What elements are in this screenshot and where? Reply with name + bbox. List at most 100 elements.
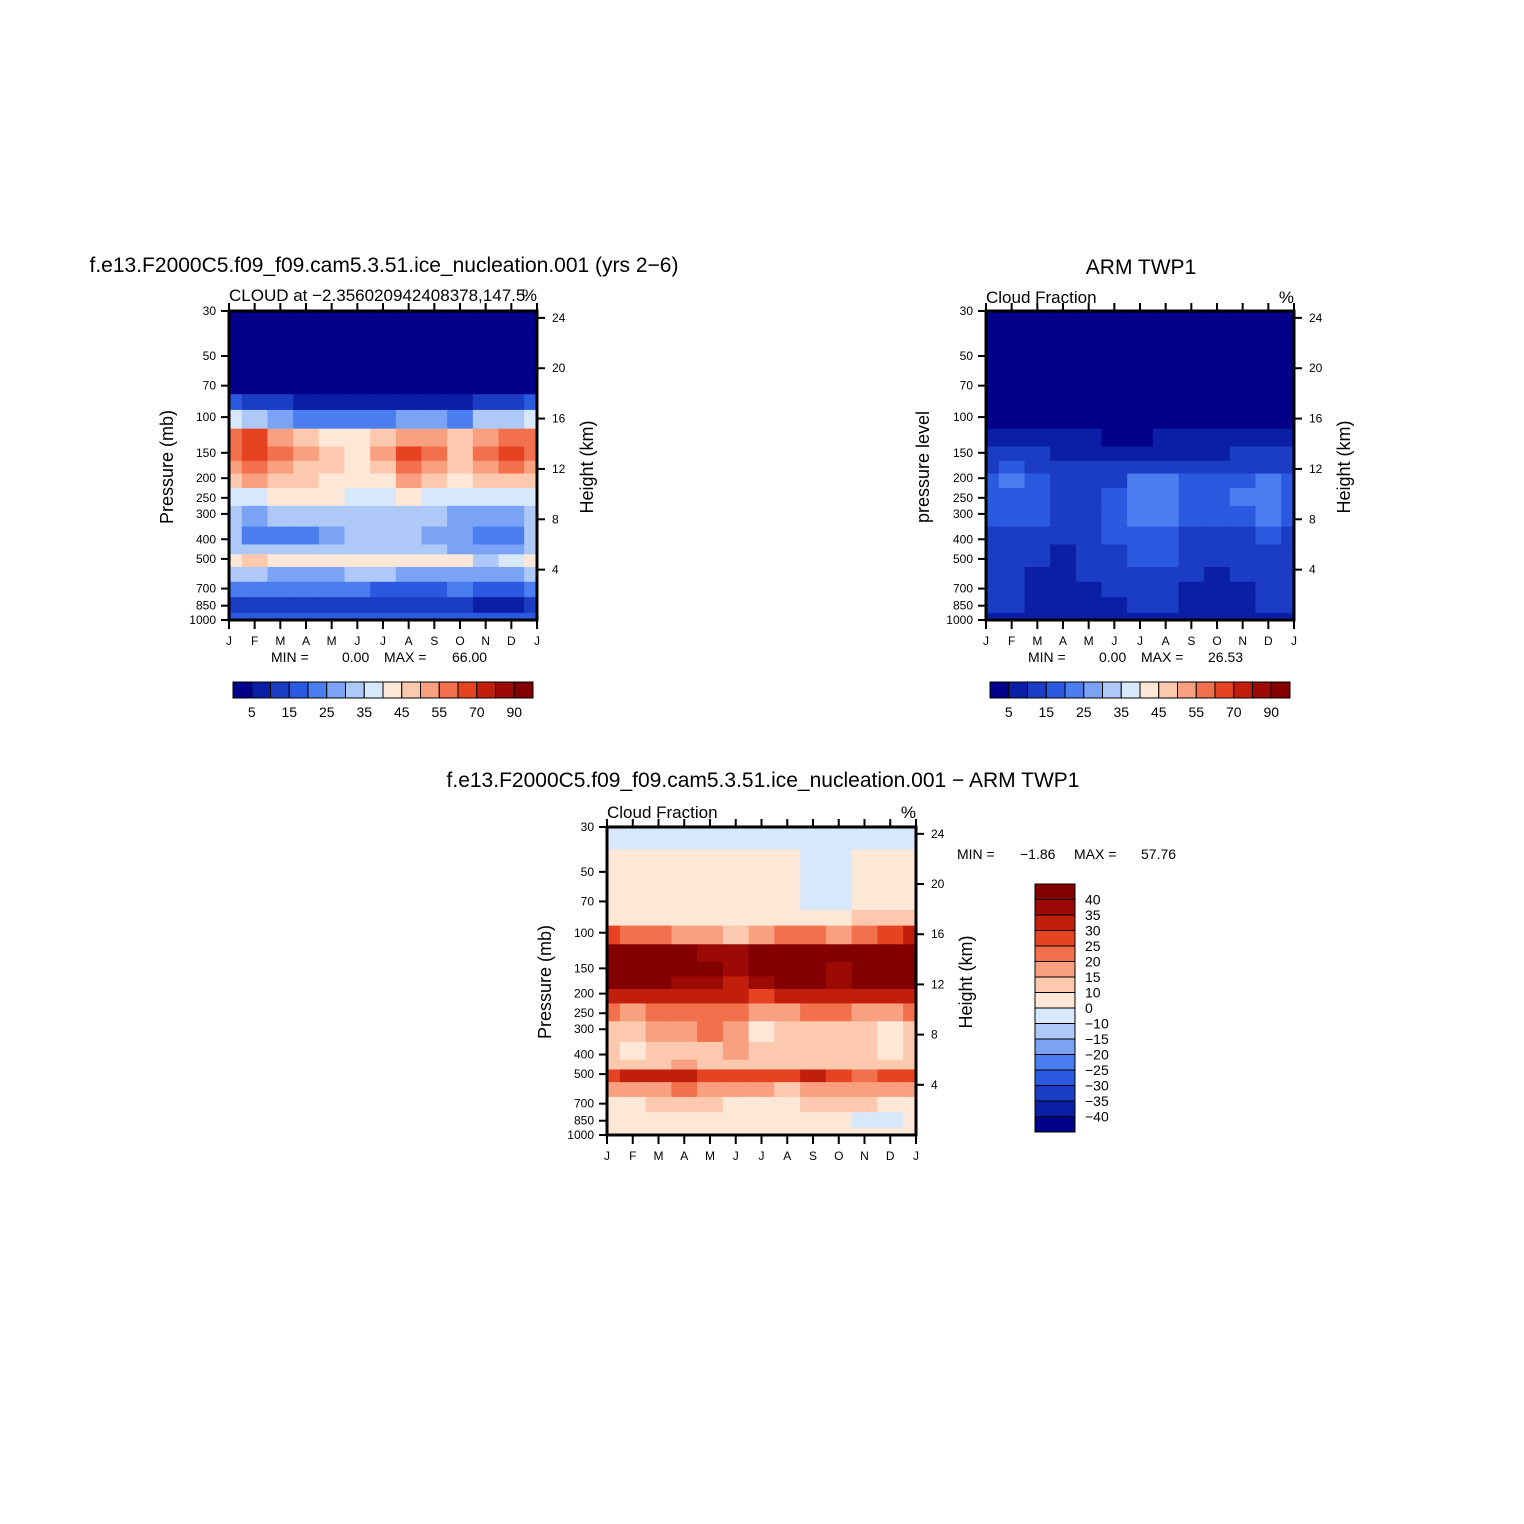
- contour-cell: [498, 370, 525, 395]
- month-tick-label: F: [1008, 634, 1015, 648]
- colorbar-label: 90: [1263, 704, 1279, 720]
- contour-cell: [748, 1112, 775, 1129]
- month-tick-label: J: [1291, 634, 1297, 648]
- contour-cell: [619, 1082, 647, 1098]
- contour-cell: [1255, 566, 1282, 583]
- contour-cell: [671, 1021, 698, 1043]
- colorbar-swatch: [1034, 961, 1076, 978]
- contour-cell: [267, 460, 294, 475]
- month-tick-label: M: [654, 1149, 664, 1163]
- colorbar-swatch: [345, 681, 365, 699]
- contour-cell: [472, 526, 500, 546]
- height-tick-label: 8: [552, 512, 559, 526]
- contour-cell: [1152, 566, 1180, 583]
- panel-obs-stats: MIN = 0.00 MAX = 26.53: [1028, 649, 1243, 665]
- contour-cell: [1204, 446, 1231, 462]
- height-tick-label: 8: [1309, 512, 1316, 526]
- contour-cell: [748, 849, 775, 888]
- colorbar-label: 55: [431, 704, 447, 720]
- contour-cell: [1127, 612, 1154, 621]
- panel-diff-unit: %: [901, 803, 916, 822]
- contour-cell: [472, 446, 500, 462]
- contour-cell: [800, 1127, 827, 1136]
- contour-cell: [877, 827, 904, 851]
- contour-cell: [421, 446, 448, 462]
- contour-cell: [800, 1069, 827, 1083]
- contour-cell: [986, 581, 1000, 598]
- contour-cell: [1204, 460, 1231, 475]
- contour-cell: [1024, 460, 1051, 475]
- contour-cell: [421, 488, 448, 507]
- contour-cell: [645, 1112, 672, 1129]
- contour-cell: [1281, 409, 1295, 430]
- panel-obs-unit: %: [1279, 288, 1294, 307]
- contour-cell: [1281, 311, 1295, 335]
- contour-cell: [825, 1069, 853, 1083]
- contour-cell: [1050, 505, 1077, 528]
- contour-cell: [1075, 333, 1103, 372]
- colorbar-swatch: [1034, 1054, 1076, 1071]
- contour-cell: [697, 1069, 724, 1083]
- contour-cell: [524, 446, 538, 462]
- contour-cell: [241, 428, 269, 448]
- contour-cell: [619, 1041, 647, 1061]
- contour-cell: [722, 962, 750, 977]
- contour-cell: [998, 544, 1026, 555]
- contour-cell: [877, 962, 904, 977]
- contour-cell: [1127, 460, 1154, 475]
- contour-cell: [1050, 566, 1077, 583]
- contour-cell: [1204, 394, 1231, 411]
- contour-cell: [1127, 394, 1154, 411]
- contour-cell: [498, 428, 525, 448]
- contour-cell: [645, 909, 672, 927]
- height-tick-label: 20: [1309, 361, 1323, 375]
- pressure-tick-label: 30: [203, 304, 217, 318]
- contour-cell: [498, 394, 525, 411]
- contour-cell: [421, 409, 448, 430]
- colorbar-label: −30: [1085, 1078, 1109, 1094]
- contour-cell: [1178, 394, 1205, 411]
- contour-cell: [524, 505, 538, 528]
- contour-cell: [447, 554, 474, 568]
- contour-cell: [1204, 612, 1231, 621]
- contour-cell: [421, 394, 448, 411]
- contour-cell: [671, 1069, 698, 1083]
- contour-cell: [1281, 473, 1295, 489]
- contour-cell: [1255, 473, 1282, 489]
- contour-cell: [877, 989, 904, 1005]
- contour-cell: [1229, 566, 1257, 583]
- contour-cell: [722, 886, 750, 911]
- contour-cell: [851, 944, 878, 963]
- contour-cell: [748, 827, 775, 851]
- pressure-tick-label: 100: [953, 410, 973, 424]
- contour-cell: [344, 581, 371, 598]
- contour-cell: [1024, 526, 1051, 546]
- contour-cell: [1204, 544, 1231, 555]
- contour-cell: [748, 1003, 775, 1022]
- contour-cell: [472, 505, 500, 528]
- panel-obs-min-value: 0.00: [1099, 649, 1126, 665]
- contour-cell: [498, 566, 525, 583]
- colorbar-label: 25: [319, 704, 335, 720]
- colorbar-swatch: [1214, 681, 1235, 699]
- contour-cell: [998, 505, 1026, 528]
- contour-cell: [748, 1096, 775, 1113]
- pressure-tick-label: 850: [953, 599, 973, 613]
- contour-cell: [645, 976, 672, 990]
- contour-cell: [800, 1112, 827, 1129]
- contour-cell: [645, 925, 672, 945]
- contour-cell: [1281, 488, 1295, 507]
- contour-cell: [229, 409, 243, 430]
- colorbar-label: 5: [248, 704, 256, 720]
- contour-cell: [1127, 446, 1154, 462]
- month-tick-label: M: [275, 634, 285, 648]
- contour-cell: [1075, 526, 1103, 546]
- colorbar-swatch: [1083, 681, 1103, 699]
- height-tick-label: 4: [931, 1078, 938, 1092]
- contour-cell: [619, 1096, 647, 1113]
- colorbar-label: 25: [1085, 938, 1101, 954]
- panel-model-ylabel: Pressure (mb): [157, 410, 177, 524]
- contour-cell: [825, 1021, 853, 1043]
- colorbar-label: 5: [1005, 704, 1013, 720]
- contour-cell: [472, 544, 500, 555]
